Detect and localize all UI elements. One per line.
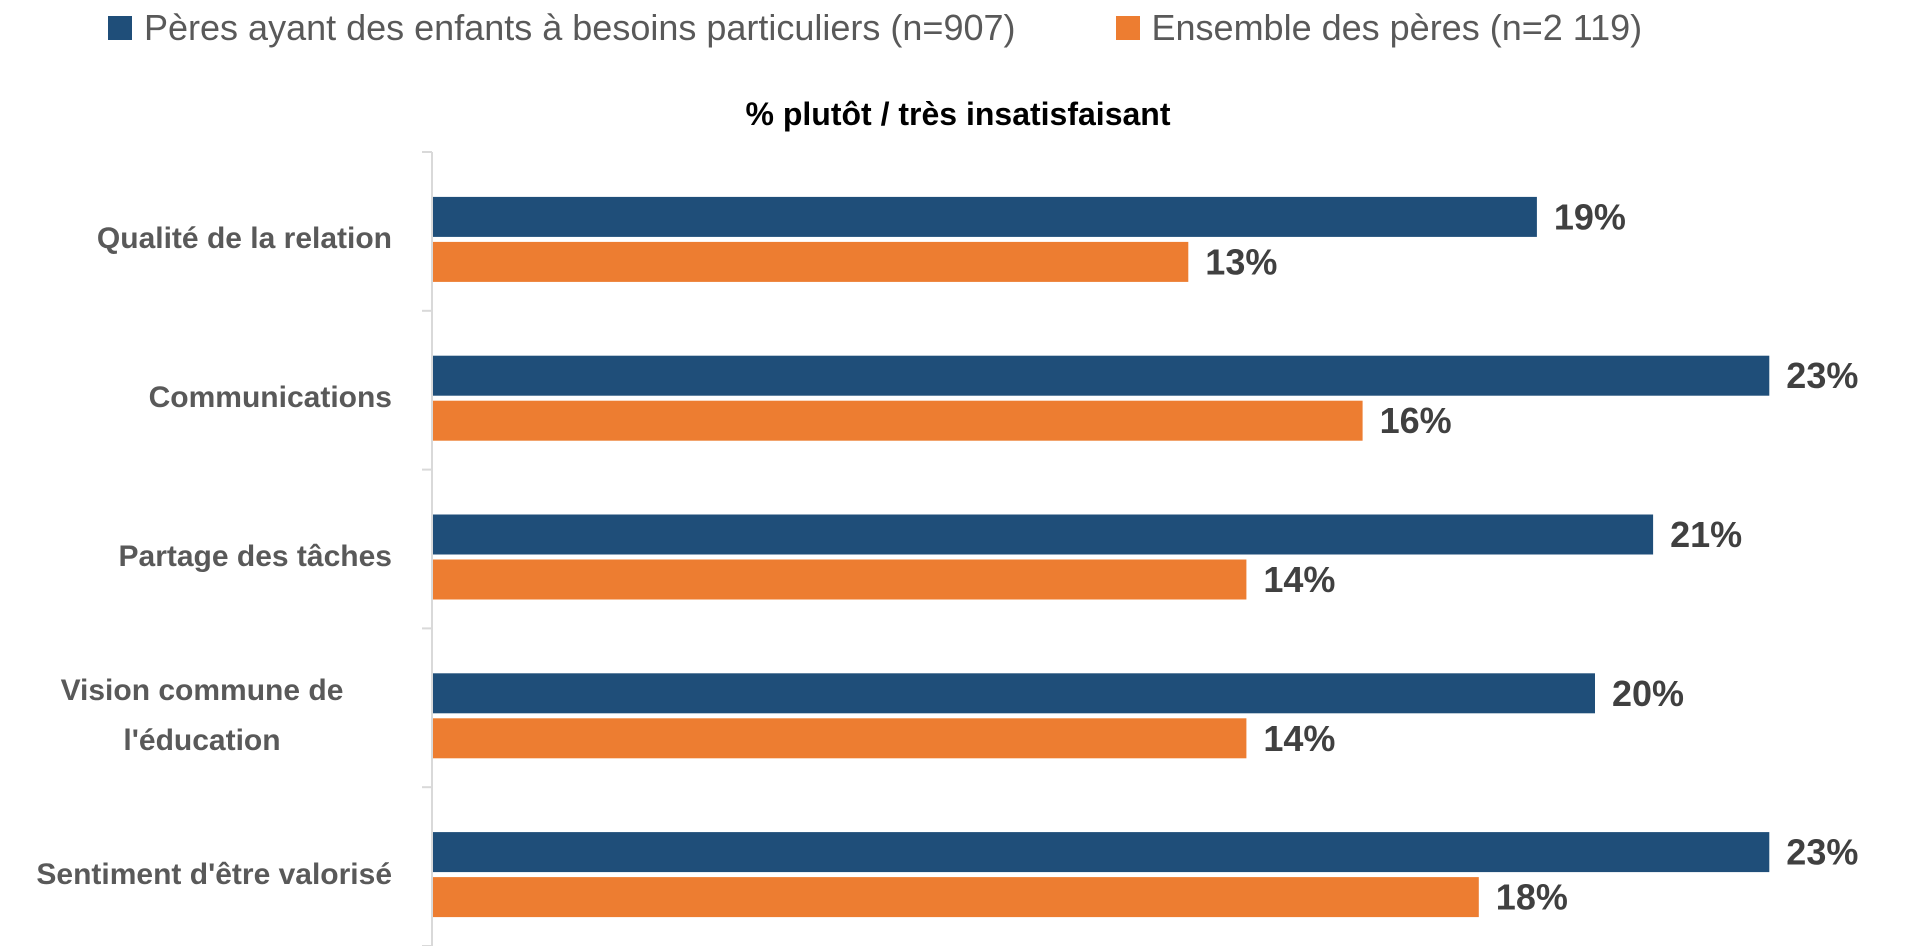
bar: [433, 196, 1537, 237]
legend: Pères ayant des enfants à besoins partic…: [108, 4, 1910, 52]
data-label: 14%: [1263, 559, 1335, 600]
bar: [433, 355, 1770, 396]
legend-swatch: [1115, 16, 1140, 40]
bar: [433, 673, 1595, 714]
legend-swatch: [108, 16, 132, 40]
legend-item: Ensemble des pères (n=2 119): [1115, 7, 1643, 49]
bar: [433, 718, 1247, 759]
bar: [433, 559, 1247, 600]
bar: [433, 877, 1479, 918]
data-label: 13%: [1205, 241, 1277, 282]
legend-label: Pères ayant des enfants à besoins partic…: [144, 7, 1016, 48]
category-text: Qualité de la relation: [96, 222, 392, 256]
data-label: 21%: [1670, 514, 1742, 555]
legend-label: Ensemble des pères (n=2 119): [1151, 7, 1643, 48]
chart-title: % plutôt / très insatisfaisant: [745, 96, 1171, 132]
category-label: Communications: [0, 338, 392, 458]
data-label: 16%: [1380, 400, 1452, 441]
category-label: Vision commune de l'éducation: [0, 656, 392, 776]
category-text: Communications: [148, 381, 392, 415]
category-text: Vision commune de l'éducation: [60, 673, 344, 757]
category-label: Partage des tâches: [0, 497, 392, 617]
data-label: 19%: [1554, 196, 1626, 237]
bar: [433, 832, 1770, 873]
data-label: 23%: [1786, 355, 1858, 396]
category-text: Sentiment d'être valorisé: [36, 857, 392, 891]
data-label: 23%: [1786, 832, 1858, 873]
category-text: Partage des tâches: [118, 540, 392, 573]
category-label: Qualité de la relation: [0, 179, 392, 299]
legend-item: Pères ayant des enfants à besoins partic…: [108, 7, 1016, 49]
bar: [433, 241, 1189, 282]
data-label: 18%: [1496, 877, 1568, 918]
category-label: Sentiment d'être valorisé: [0, 815, 392, 935]
data-label: 20%: [1612, 673, 1684, 714]
bar: [433, 400, 1363, 441]
bar: [433, 514, 1654, 555]
data-label: 14%: [1263, 718, 1335, 759]
